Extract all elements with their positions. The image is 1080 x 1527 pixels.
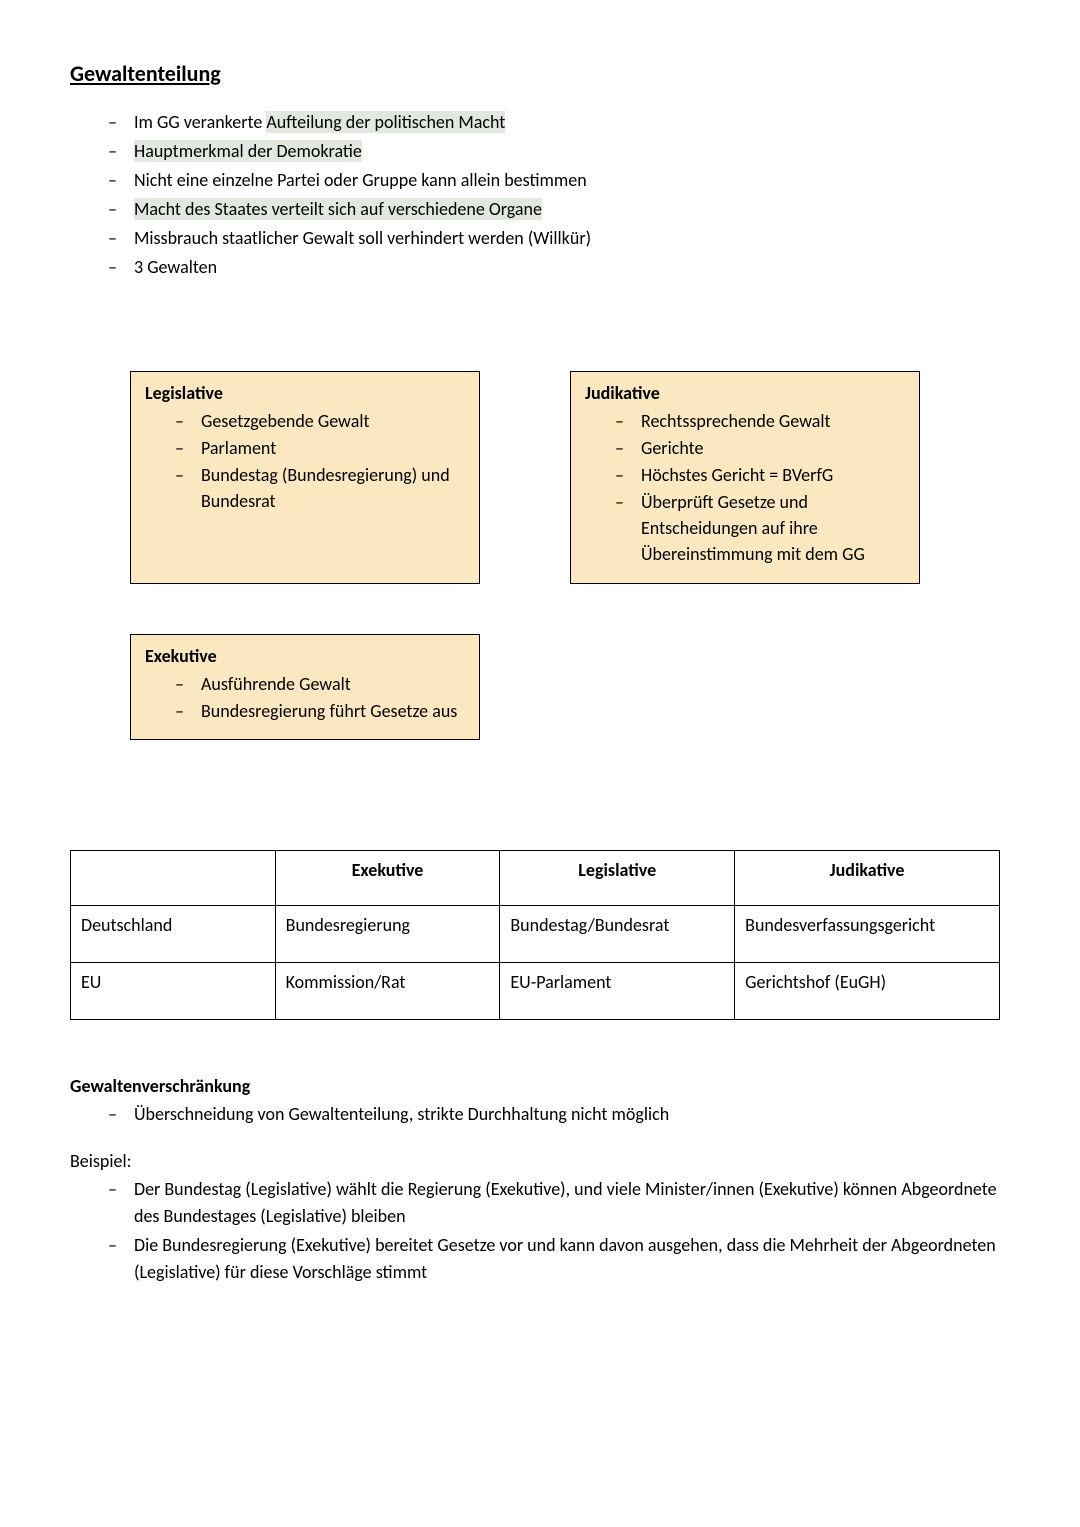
beispiel-list: Der Bundestag (Legislative) wählt die Re… [70, 1176, 1010, 1286]
list-item: Der Bundestag (Legislative) wählt die Re… [108, 1176, 1010, 1230]
box-title: Legislative [145, 382, 465, 404]
list-item: Rechtssprechende Gewalt [615, 408, 905, 434]
table-cell: Deutschland [71, 905, 276, 962]
list-item: Gesetzgebende Gewalt [175, 408, 465, 434]
beispiel-label: Beispiel: [70, 1150, 1010, 1172]
text: 3 Gewalten [134, 256, 217, 278]
powers-boxes: Legislative Gesetzgebende Gewalt Parlame… [130, 371, 1010, 740]
box-list: Ausführende Gewalt Bundesregierung führt… [145, 671, 465, 724]
table-header-cell: Judikative [735, 850, 1000, 905]
table-cell: Bundesregierung [275, 905, 500, 962]
list-item: Ausführende Gewalt [175, 671, 465, 697]
table-header-cell: Legislative [500, 850, 735, 905]
box-judikative: Judikative Rechtssprechende Gewalt Geric… [570, 371, 920, 584]
text: Im GG verankerte [134, 111, 266, 133]
list-item: Die Bundesregierung (Exekutive) bereitet… [108, 1232, 1010, 1286]
list-item: 3 Gewalten [108, 254, 1010, 281]
verschraenkung-heading: Gewaltenverschränkung [70, 1075, 1010, 1097]
list-item: Im GG verankerte Aufteilung der politisc… [108, 109, 1010, 136]
verschraenkung-list: Überschneidung von Gewaltenteilung, stri… [70, 1101, 1010, 1128]
highlight-text: Aufteilung der politischen Macht [266, 111, 505, 133]
table-header-row: Exekutive Legislative Judikative [71, 850, 1000, 905]
list-item: Missbrauch staatlicher Gewalt soll verhi… [108, 225, 1010, 252]
list-item: Überschneidung von Gewaltenteilung, stri… [108, 1101, 1010, 1128]
table-cell: EU [71, 962, 276, 1019]
box-exekutive: Exekutive Ausführende Gewalt Bundesregie… [130, 634, 480, 740]
list-item: Parlament [175, 435, 465, 461]
text: Nicht eine einzelne Partei oder Gruppe k… [134, 169, 587, 191]
list-item: Nicht eine einzelne Partei oder Gruppe k… [108, 167, 1010, 194]
table-cell: Kommission/Rat [275, 962, 500, 1019]
list-item: Bundesregierung führt Gesetze aus [175, 698, 465, 724]
box-title: Judikative [585, 382, 905, 404]
list-item: Gerichte [615, 435, 905, 461]
highlight-text: Hauptmerkmal der Demokratie [134, 140, 362, 162]
table-cell: Gerichtshof (EuGH) [735, 962, 1000, 1019]
text: Missbrauch staatlicher Gewalt soll verhi… [134, 227, 591, 249]
box-legislative: Legislative Gesetzgebende Gewalt Parlame… [130, 371, 480, 584]
table-cell: Bundesverfassungsgericht [735, 905, 1000, 962]
list-item: Überprüft Gesetze und Entscheidungen auf… [615, 489, 905, 567]
table-cell: EU-Parlament [500, 962, 735, 1019]
box-title: Exekutive [145, 645, 465, 667]
box-list: Rechtssprechende Gewalt Gerichte Höchste… [585, 408, 905, 568]
list-item: Macht des Staates verteilt sich auf vers… [108, 196, 1010, 223]
table-header-cell [71, 850, 276, 905]
page-title: Gewaltenteilung [70, 60, 1010, 87]
table-row: Deutschland Bundesregierung Bundestag/Bu… [71, 905, 1000, 962]
highlight-text: Macht des Staates verteilt sich auf vers… [134, 198, 542, 220]
box-list: Gesetzgebende Gewalt Parlament Bundestag… [145, 408, 465, 514]
table-header-cell: Exekutive [275, 850, 500, 905]
box-row-top: Legislative Gesetzgebende Gewalt Parlame… [130, 371, 1010, 584]
powers-table: Exekutive Legislative Judikative Deutsch… [70, 850, 1000, 1020]
list-item: Bundestag (Bundesregierung) und Bundesra… [175, 462, 465, 514]
table-cell: Bundestag/Bundesrat [500, 905, 735, 962]
list-item: Hauptmerkmal der Demokratie [108, 138, 1010, 165]
list-item: Höchstes Gericht = BVerfG [615, 462, 905, 488]
table-row: EU Kommission/Rat EU-Parlament Gerichtsh… [71, 962, 1000, 1019]
box-row-bottom: Exekutive Ausführende Gewalt Bundesregie… [130, 634, 1010, 740]
intro-list: Im GG verankerte Aufteilung der politisc… [70, 109, 1010, 281]
